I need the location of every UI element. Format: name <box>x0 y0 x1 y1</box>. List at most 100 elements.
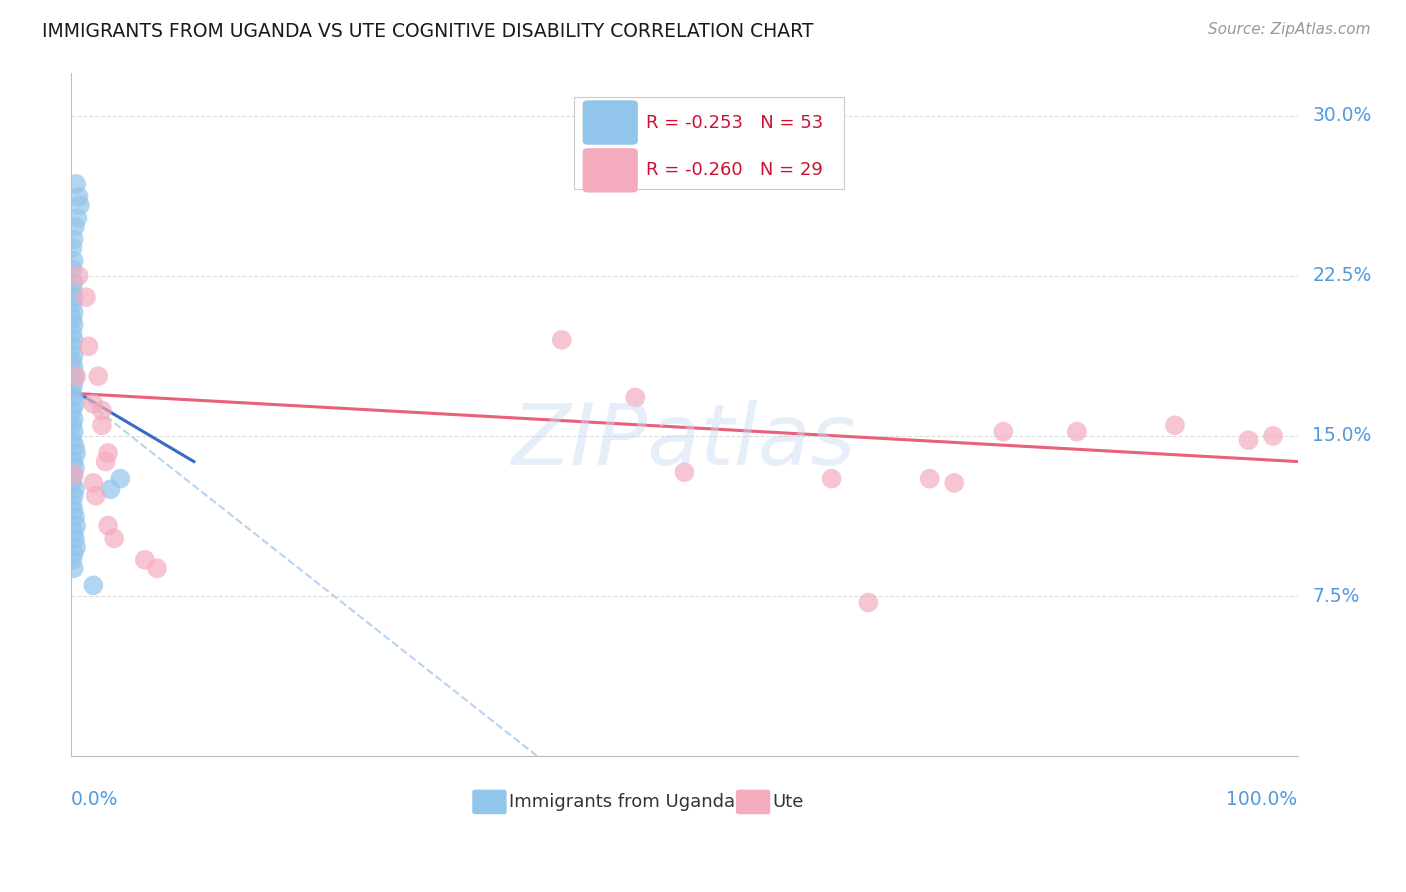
Point <box>63 483 86 497</box>
Point <box>62 305 84 319</box>
Point <box>146 561 169 575</box>
Point <box>62 354 84 368</box>
FancyBboxPatch shape <box>472 789 506 814</box>
FancyBboxPatch shape <box>574 97 844 189</box>
Point <box>65 369 87 384</box>
Text: 0.0%: 0.0% <box>72 790 118 809</box>
Point <box>65 177 87 191</box>
Point <box>62 339 84 353</box>
Point <box>63 369 86 384</box>
Text: Source: ZipAtlas.com: Source: ZipAtlas.com <box>1208 22 1371 37</box>
Point <box>1261 429 1284 443</box>
Point <box>1066 425 1088 439</box>
Point <box>82 475 104 490</box>
FancyBboxPatch shape <box>735 789 770 814</box>
Point <box>62 262 84 277</box>
Point <box>62 382 84 396</box>
Text: R = -0.260   N = 29: R = -0.260 N = 29 <box>647 161 824 179</box>
Point <box>1164 418 1187 433</box>
Point <box>90 403 112 417</box>
Point <box>134 553 156 567</box>
Point <box>65 446 87 460</box>
Text: IMMIGRANTS FROM UGANDA VS UTE COGNITIVE DISABILITY CORRELATION CHART: IMMIGRANTS FROM UGANDA VS UTE COGNITIVE … <box>42 22 814 41</box>
Text: 30.0%: 30.0% <box>1312 106 1371 125</box>
Point <box>551 333 574 347</box>
Point <box>62 497 84 511</box>
Point <box>66 211 89 226</box>
Text: ZIPatlas: ZIPatlas <box>512 401 856 483</box>
Point <box>62 418 84 433</box>
Point <box>62 296 84 310</box>
Point <box>62 467 84 482</box>
Point <box>63 461 86 475</box>
Point <box>62 553 84 567</box>
Point <box>63 510 86 524</box>
Point <box>94 454 117 468</box>
FancyBboxPatch shape <box>582 148 638 193</box>
Point <box>69 198 91 212</box>
Point <box>673 465 696 479</box>
Text: R = -0.253   N = 53: R = -0.253 N = 53 <box>647 113 824 131</box>
FancyBboxPatch shape <box>582 100 638 145</box>
Text: Immigrants from Uganda: Immigrants from Uganda <box>509 793 735 811</box>
Point <box>62 253 84 268</box>
Point <box>62 561 84 575</box>
Text: 100.0%: 100.0% <box>1226 790 1298 809</box>
Point <box>63 397 86 411</box>
Point <box>62 433 84 447</box>
Point <box>75 290 97 304</box>
Text: Ute: Ute <box>773 793 804 811</box>
Point <box>1237 433 1260 447</box>
Point <box>67 190 90 204</box>
Point <box>62 391 84 405</box>
Point <box>65 518 87 533</box>
Point <box>62 348 84 362</box>
Point <box>84 489 107 503</box>
Point <box>62 524 84 539</box>
Point <box>62 475 84 490</box>
Point <box>97 446 120 460</box>
Point <box>62 489 84 503</box>
Point <box>918 472 941 486</box>
Text: 22.5%: 22.5% <box>1312 267 1371 285</box>
Point <box>62 425 84 439</box>
Point <box>62 546 84 560</box>
Point <box>62 275 84 289</box>
Text: 7.5%: 7.5% <box>1312 587 1360 606</box>
Point <box>624 391 647 405</box>
Point <box>103 532 125 546</box>
Point <box>62 360 84 375</box>
Point <box>77 339 100 353</box>
Point <box>100 483 122 497</box>
Point <box>62 412 84 426</box>
Point <box>62 403 84 417</box>
Point <box>62 241 84 255</box>
Point <box>62 284 84 298</box>
Point <box>62 233 84 247</box>
Point <box>62 503 84 517</box>
Point <box>62 326 84 341</box>
Point <box>67 268 90 283</box>
Point <box>63 219 86 234</box>
Point <box>63 440 86 454</box>
Point <box>820 472 842 486</box>
Point <box>110 472 132 486</box>
Point <box>62 467 84 482</box>
Point <box>993 425 1015 439</box>
Point <box>63 532 86 546</box>
Point <box>62 318 84 332</box>
Point <box>90 418 112 433</box>
Point <box>943 475 966 490</box>
Point <box>82 578 104 592</box>
Point <box>97 518 120 533</box>
Point <box>62 454 84 468</box>
Point <box>62 376 84 390</box>
Point <box>87 369 110 384</box>
Point <box>82 397 104 411</box>
Point <box>858 595 880 609</box>
Text: 15.0%: 15.0% <box>1312 426 1371 445</box>
Point <box>65 540 87 554</box>
Point <box>62 311 84 326</box>
Point <box>62 333 84 347</box>
Point <box>62 290 84 304</box>
